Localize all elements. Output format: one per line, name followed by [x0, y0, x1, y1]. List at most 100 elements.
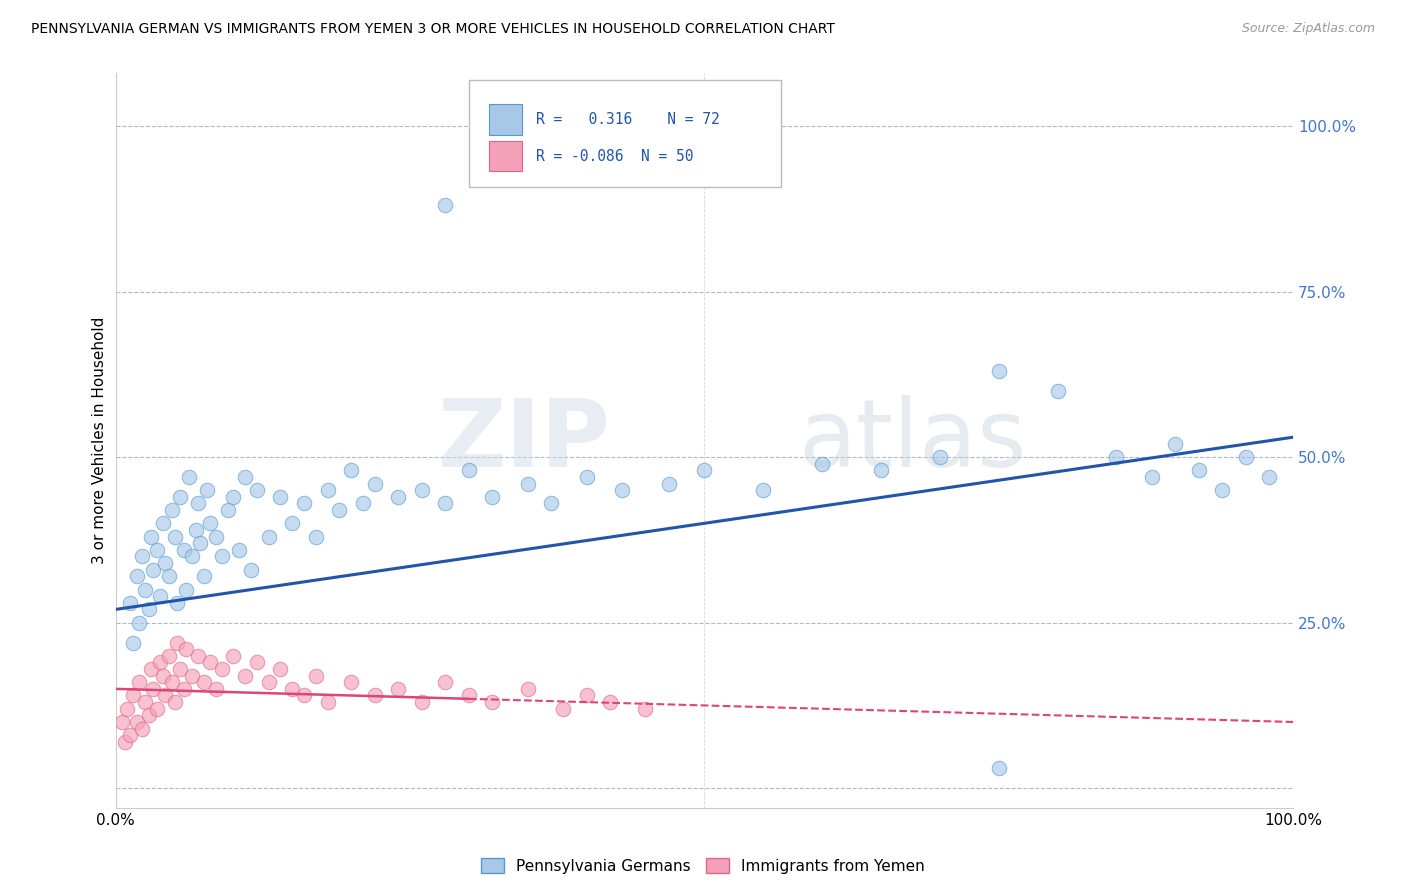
- Point: [128, 675, 150, 690]
- Point: [340, 675, 363, 690]
- Point: [387, 490, 409, 504]
- Point: [246, 483, 269, 498]
- Point: [292, 689, 315, 703]
- Point: [481, 695, 503, 709]
- Point: [146, 702, 169, 716]
- Point: [292, 496, 315, 510]
- Point: [222, 490, 245, 504]
- Point: [551, 702, 574, 716]
- Point: [193, 569, 215, 583]
- Point: [363, 689, 385, 703]
- Point: [1188, 463, 1211, 477]
- Point: [540, 496, 562, 510]
- Point: [160, 675, 183, 690]
- Point: [1140, 470, 1163, 484]
- Point: [516, 476, 538, 491]
- Point: [1164, 437, 1187, 451]
- Point: [181, 549, 204, 564]
- Point: [257, 675, 280, 690]
- Point: [269, 490, 291, 504]
- Point: [575, 470, 598, 484]
- Point: [305, 530, 328, 544]
- Point: [246, 656, 269, 670]
- Point: [153, 689, 176, 703]
- Point: [163, 695, 186, 709]
- Point: [257, 530, 280, 544]
- Point: [173, 681, 195, 696]
- Point: [181, 668, 204, 682]
- Point: [110, 714, 132, 729]
- FancyBboxPatch shape: [489, 103, 522, 135]
- Point: [163, 530, 186, 544]
- Point: [328, 503, 350, 517]
- Point: [142, 681, 165, 696]
- Text: PENNSYLVANIA GERMAN VS IMMIGRANTS FROM YEMEN 3 OR MORE VEHICLES IN HOUSEHOLD COR: PENNSYLVANIA GERMAN VS IMMIGRANTS FROM Y…: [31, 22, 835, 37]
- Point: [166, 635, 188, 649]
- Point: [157, 569, 180, 583]
- Point: [160, 503, 183, 517]
- Point: [340, 463, 363, 477]
- Point: [610, 483, 633, 498]
- Point: [387, 681, 409, 696]
- FancyBboxPatch shape: [468, 80, 780, 187]
- Point: [138, 602, 160, 616]
- Text: R = -0.086  N = 50: R = -0.086 N = 50: [536, 149, 693, 163]
- Point: [193, 675, 215, 690]
- Point: [363, 476, 385, 491]
- Point: [281, 681, 304, 696]
- Point: [157, 648, 180, 663]
- Point: [305, 668, 328, 682]
- Point: [870, 463, 893, 477]
- Point: [139, 530, 162, 544]
- Point: [217, 503, 239, 517]
- Point: [211, 549, 233, 564]
- Point: [411, 483, 433, 498]
- Point: [177, 470, 200, 484]
- Point: [187, 648, 209, 663]
- Point: [169, 662, 191, 676]
- Point: [434, 675, 457, 690]
- Point: [149, 589, 172, 603]
- Point: [1105, 450, 1128, 464]
- Point: [134, 582, 156, 597]
- Point: [228, 542, 250, 557]
- Point: [928, 450, 950, 464]
- Point: [166, 596, 188, 610]
- Point: [169, 490, 191, 504]
- Point: [1211, 483, 1233, 498]
- Point: [142, 563, 165, 577]
- Text: atlas: atlas: [799, 394, 1026, 486]
- Point: [149, 656, 172, 670]
- Point: [457, 463, 479, 477]
- Point: [434, 198, 457, 212]
- Point: [153, 556, 176, 570]
- Point: [752, 483, 775, 498]
- Point: [1046, 384, 1069, 398]
- Point: [457, 689, 479, 703]
- Point: [411, 695, 433, 709]
- Point: [176, 582, 198, 597]
- Text: Source: ZipAtlas.com: Source: ZipAtlas.com: [1241, 22, 1375, 36]
- Point: [481, 490, 503, 504]
- Point: [134, 695, 156, 709]
- Point: [316, 695, 339, 709]
- Point: [117, 702, 139, 716]
- Point: [184, 523, 207, 537]
- Point: [190, 536, 212, 550]
- Point: [198, 516, 221, 531]
- Point: [987, 364, 1010, 378]
- Y-axis label: 3 or more Vehicles in Household: 3 or more Vehicles in Household: [93, 317, 107, 565]
- Point: [122, 635, 145, 649]
- Point: [204, 530, 226, 544]
- Point: [131, 549, 153, 564]
- Point: [204, 681, 226, 696]
- Point: [152, 668, 174, 682]
- Point: [269, 662, 291, 676]
- Point: [139, 662, 162, 676]
- Point: [634, 702, 657, 716]
- Point: [146, 542, 169, 557]
- Point: [197, 483, 219, 498]
- Point: [118, 728, 141, 742]
- Text: ZIP: ZIP: [437, 394, 610, 486]
- Point: [114, 735, 136, 749]
